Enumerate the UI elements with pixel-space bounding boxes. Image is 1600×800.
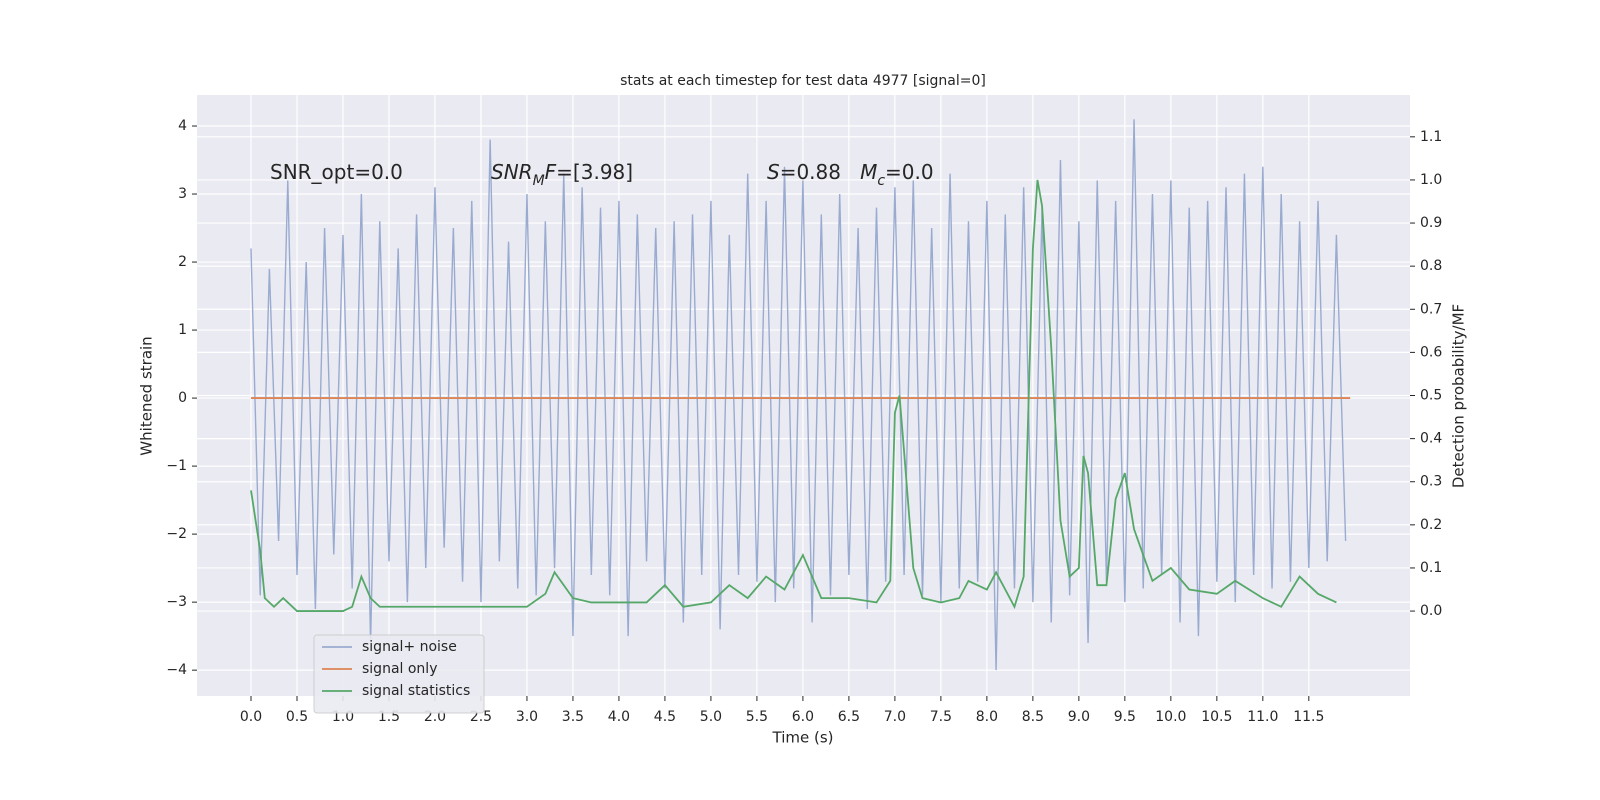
annotation-part: M — [860, 160, 877, 184]
x-tick-label: 3.0 — [516, 709, 538, 725]
legend-label: signal only — [362, 661, 437, 677]
x-tick-label: 0.0 — [240, 709, 262, 725]
x-tick-label: 6.5 — [838, 709, 860, 725]
x-tick-label: 9.5 — [1114, 709, 1136, 725]
y-tick-label: 0 — [178, 390, 187, 406]
y2-tick-label: 0.3 — [1420, 474, 1442, 490]
legend-box — [313, 634, 485, 714]
x-tick-label: 8.0 — [976, 709, 998, 725]
annotation: SNR_opt=0.0 — [270, 160, 403, 184]
x-tick-label: 5.5 — [746, 709, 768, 725]
y2-tick-label: 0.1 — [1420, 560, 1442, 576]
x-tick-label: 4.0 — [608, 709, 630, 725]
series-line — [250, 119, 1347, 671]
y-tick-label: 2 — [178, 254, 187, 270]
x-axis-label: Time (s) — [772, 729, 834, 747]
y-tick-label: 3 — [178, 186, 187, 202]
x-tick-label: 7.0 — [884, 709, 906, 725]
chart-title: stats at each timestep for test data 497… — [620, 73, 986, 89]
x-tick-label: 4.5 — [654, 709, 676, 725]
x-tick-label: 10.0 — [1155, 709, 1186, 725]
y-tick-label: 4 — [178, 118, 187, 134]
legend-label: signal statistics — [362, 683, 470, 699]
annotation-part: SNR_opt=0.0 — [270, 160, 403, 184]
x-tick-label: 3.5 — [562, 709, 584, 725]
y2-tick-label: 0.6 — [1420, 344, 1442, 360]
y2-tick-label: 1.1 — [1420, 129, 1442, 145]
y2-tick-label: 0.5 — [1420, 388, 1442, 404]
series-line — [250, 179, 1337, 612]
annotation-part: =0.88 — [780, 160, 860, 184]
legend-label: signal+ noise — [362, 639, 457, 655]
x-tick-label: 11.0 — [1247, 709, 1278, 725]
y2-tick-label: 0.7 — [1420, 301, 1442, 317]
x-tick-label: 8.5 — [1022, 709, 1044, 725]
y-tick-label: −4 — [166, 662, 187, 678]
y2-tick-label: 0.0 — [1420, 603, 1442, 619]
annotation-part: SNR — [491, 160, 533, 184]
annotation-part: c — [877, 173, 885, 189]
x-tick-label: 5.0 — [700, 709, 722, 725]
x-tick-label: 10.5 — [1201, 709, 1232, 725]
y2-tick-label: 0.2 — [1420, 517, 1442, 533]
x-tick-label: 11.5 — [1293, 709, 1324, 725]
y-tick-label: −3 — [166, 594, 187, 610]
annotation-part: =0.0 — [885, 160, 934, 184]
annotation-part: M — [533, 173, 545, 189]
x-tick-label: 0.5 — [286, 709, 308, 725]
y-tick-label: −2 — [166, 526, 187, 542]
y2-tick-label: 0.8 — [1420, 258, 1442, 274]
y2-axis-label: Detection probability/MF — [1450, 304, 1468, 488]
x-tick-label: 9.0 — [1068, 709, 1090, 725]
y2-tick-label: 1.0 — [1420, 172, 1442, 188]
y2-tick-label: 0.9 — [1420, 215, 1442, 231]
y-tick-label: −1 — [166, 458, 187, 474]
annotation: SNRMF=[3.98] — [491, 160, 633, 190]
x-tick-label: 7.5 — [930, 709, 952, 725]
y2-tick-label: 0.4 — [1420, 431, 1442, 447]
y-axis-label: Whitened strain — [138, 336, 156, 455]
annotation: S=0.88 Mc=0.0 — [767, 160, 934, 190]
y-tick-label: 1 — [178, 322, 187, 338]
annotation-part: F — [545, 160, 557, 184]
annotation-part: =[3.98] — [556, 160, 633, 184]
annotation-part: S — [767, 160, 780, 184]
x-tick-label: 6.0 — [792, 709, 814, 725]
